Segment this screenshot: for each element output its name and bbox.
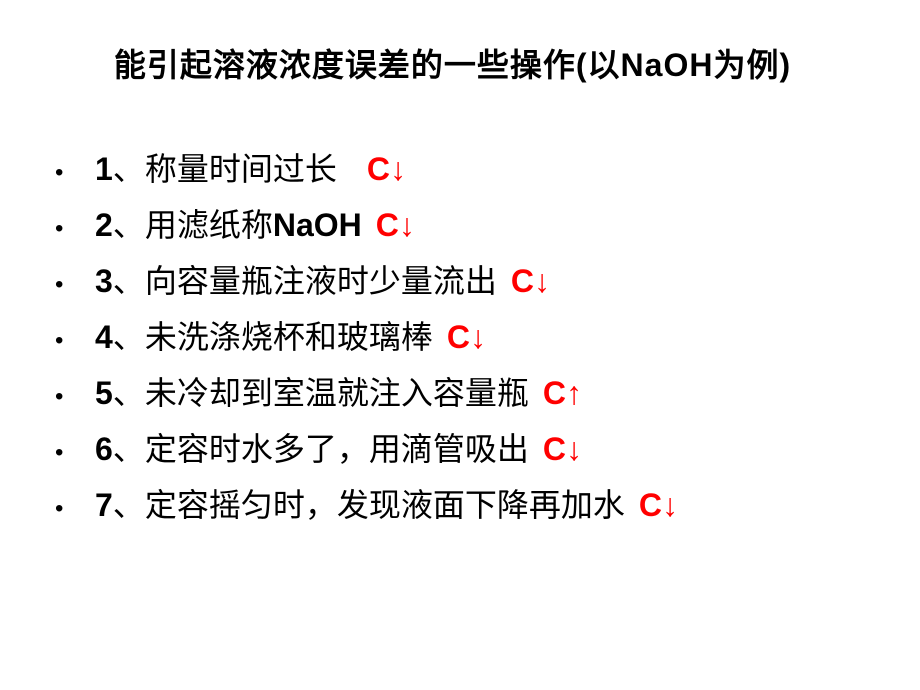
item-effect: C↓ — [543, 431, 582, 467]
bullet-icon: • — [55, 432, 95, 474]
item-effect: C↓ — [511, 263, 550, 299]
bullet-icon: • — [55, 320, 95, 362]
item-number: 6 — [95, 431, 113, 467]
item-sep: 、 — [113, 319, 145, 355]
item-content: 4、未洗涤烧杯和玻璃棒 C↓ — [95, 309, 486, 365]
item-formula: NaOH — [273, 207, 362, 243]
title-paren-open: ( — [576, 47, 588, 83]
title-paren-close: ) — [779, 47, 791, 83]
item-sep: 、 — [113, 207, 145, 243]
title-mid: 以 — [588, 47, 621, 83]
bullet-icon: • — [55, 208, 95, 250]
item-content: 7、定容摇匀时，发现液面下降再加水 C↓ — [95, 477, 678, 533]
item-number: 7 — [95, 487, 113, 523]
title-prefix: 能引起溶液浓度误差的一些操作 — [114, 47, 576, 83]
item-content: 2、用滤纸称NaOH C↓ — [95, 197, 415, 253]
item-number: 1 — [95, 151, 113, 187]
bullet-icon: • — [55, 152, 95, 194]
list-item: • 1、称量时间过长 C↓ — [55, 141, 850, 197]
item-sep: 、 — [113, 431, 145, 467]
item-sep: 、 — [113, 263, 145, 299]
bullet-icon: • — [55, 264, 95, 306]
item-number: 5 — [95, 375, 113, 411]
item-text: 未冷却到室温就注入容量瓶 — [145, 375, 529, 411]
item-effect: C↓ — [447, 319, 486, 355]
item-content: 1、称量时间过长 C↓ — [95, 141, 406, 197]
list-item: • 4、未洗涤烧杯和玻璃棒 C↓ — [55, 309, 850, 365]
item-sep: 、 — [113, 375, 145, 411]
title-formula: NaOH — [621, 47, 714, 83]
item-content: 5、未冷却到室温就注入容量瓶 C↑ — [95, 365, 582, 421]
title-suffix: 为例 — [713, 47, 779, 83]
item-text: 称量时间过长 — [145, 151, 337, 187]
item-sep: 、 — [113, 151, 145, 187]
item-effect: C↓ — [367, 151, 406, 187]
item-text-pre: 用滤纸称 — [145, 207, 273, 243]
list-item: • 6、定容时水多了，用滴管吸出 C↓ — [55, 421, 850, 477]
item-number: 2 — [95, 207, 113, 243]
operations-list: • 1、称量时间过长 C↓ • 2、用滤纸称NaOH C↓ • 3、向容量瓶注液… — [55, 141, 850, 533]
item-effect: C↑ — [543, 375, 582, 411]
bullet-icon: • — [55, 376, 95, 418]
item-content: 3、向容量瓶注液时少量流出 C↓ — [95, 253, 550, 309]
item-text: 向容量瓶注液时少量流出 — [145, 263, 497, 299]
item-number: 4 — [95, 319, 113, 355]
list-item: • 2、用滤纸称NaOH C↓ — [55, 197, 850, 253]
bullet-icon: • — [55, 488, 95, 530]
item-text: 定容摇匀时，发现液面下降再加水 — [145, 487, 625, 523]
item-text: 未洗涤烧杯和玻璃棒 — [145, 319, 433, 355]
page-title: 能引起溶液浓度误差的一些操作(以NaOH为例) — [55, 40, 850, 86]
list-item: • 3、向容量瓶注液时少量流出 C↓ — [55, 253, 850, 309]
item-text: 定容时水多了，用滴管吸出 — [145, 431, 529, 467]
item-number: 3 — [95, 263, 113, 299]
list-item: • 7、定容摇匀时，发现液面下降再加水 C↓ — [55, 477, 850, 533]
item-content: 6、定容时水多了，用滴管吸出 C↓ — [95, 421, 582, 477]
item-effect: C↓ — [376, 207, 415, 243]
item-effect: C↓ — [639, 487, 678, 523]
item-sep: 、 — [113, 487, 145, 523]
list-item: • 5、未冷却到室温就注入容量瓶 C↑ — [55, 365, 850, 421]
